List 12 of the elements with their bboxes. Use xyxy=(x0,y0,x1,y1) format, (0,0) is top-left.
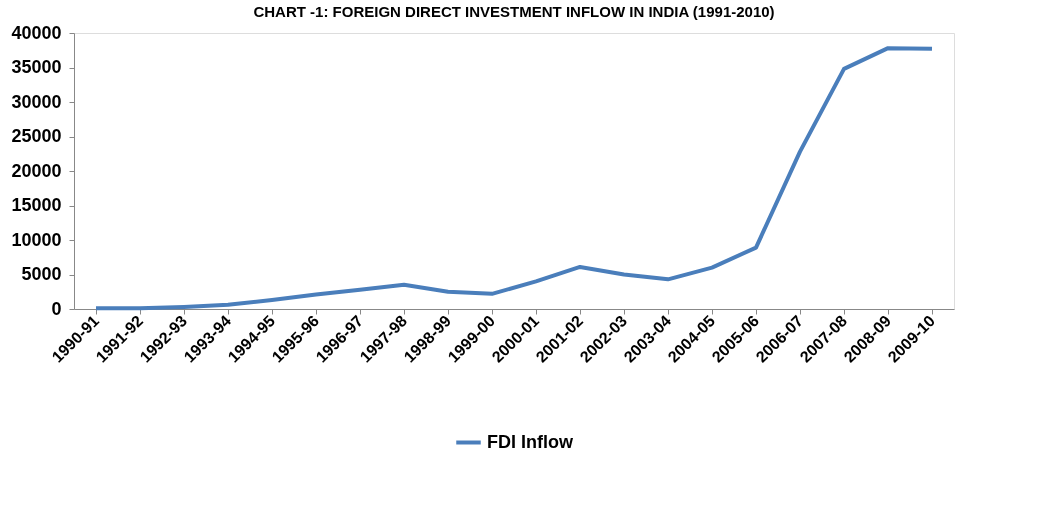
y-tick-label: 20000 xyxy=(11,160,62,181)
chart-title: CHART -1: FOREIGN DIRECT INVESTMENT INFLOW IN INDIA (1991-2010) xyxy=(253,3,775,20)
y-tick-label: 35000 xyxy=(11,57,62,77)
line-series xyxy=(94,46,934,311)
legend-label: FDI Inflow xyxy=(487,431,574,452)
y-tick-label: 5000 xyxy=(21,264,62,284)
y-tick-label: 25000 xyxy=(11,126,62,146)
y-tick-label: 0 xyxy=(51,298,62,319)
y-tick-label: 30000 xyxy=(11,91,62,112)
y-tick-label: 40000 xyxy=(11,22,62,43)
y-tick-label: 10000 xyxy=(11,229,62,250)
y-tick-label: 15000 xyxy=(11,195,62,215)
